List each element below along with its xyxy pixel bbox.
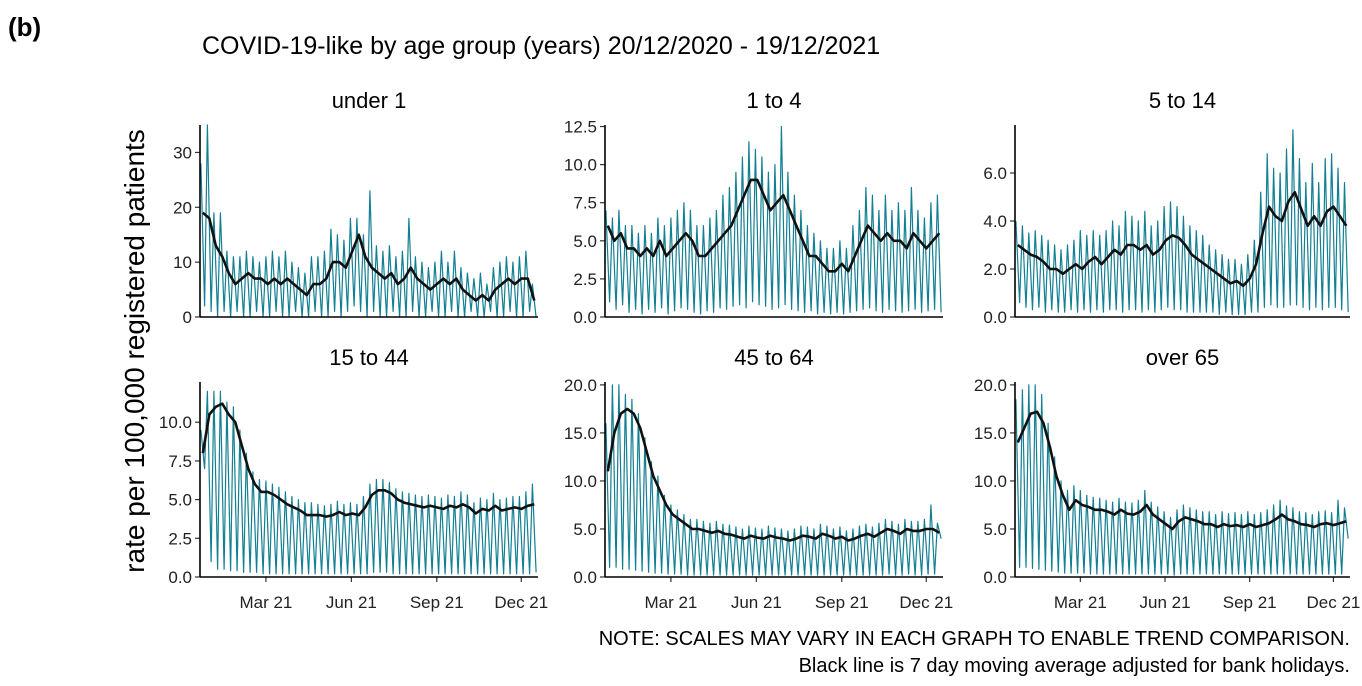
y-tick-label: 10.0 (564, 156, 597, 175)
x-tick-label: Jun 21 (1139, 593, 1190, 612)
y-tick-label: 2.5 (168, 529, 192, 548)
moving-average-line (201, 402, 535, 518)
daily-line (605, 384, 942, 576)
y-tick-label: 20 (173, 198, 192, 217)
x-tick-label: Mar 21 (1054, 593, 1107, 612)
y-tick-label: 0.0 (168, 568, 192, 587)
moving-average-line (201, 211, 536, 302)
y-tick-label: 6.0 (983, 164, 1007, 183)
y-tick-label: 15.0 (974, 424, 1007, 443)
y-tick-label: 7.5 (168, 452, 192, 471)
x-tick-label: Mar 21 (644, 593, 697, 612)
panel-title: over 65 (1146, 345, 1219, 370)
note: NOTE: SCALES MAY VARY IN EACH GRAPH TO E… (599, 628, 1350, 650)
panel-title: 15 to 44 (329, 345, 409, 370)
x-tick-label: Dec 21 (1306, 593, 1360, 612)
moving-average-line (1017, 190, 1348, 288)
moving-average-line (606, 407, 940, 542)
x-tick-label: Sep 21 (1223, 593, 1277, 612)
y-tick-label: 5.0 (983, 520, 1007, 539)
y-tick-label: 10 (173, 253, 192, 272)
x-tick-label: Dec 21 (494, 593, 548, 612)
daily-line (200, 124, 537, 318)
moving-average-line (606, 178, 941, 273)
y-tick-label: 20.0 (564, 376, 597, 395)
y-tick-label: 0 (183, 308, 192, 327)
y-tick-label: 20.0 (974, 376, 1007, 395)
y-tick-label: 0.0 (573, 568, 597, 587)
note: Black line is 7 day moving average adjus… (799, 655, 1350, 677)
x-tick-label: Mar 21 (239, 593, 292, 612)
panel-title: under 1 (332, 88, 407, 113)
y-tick-label: 5.0 (168, 491, 192, 510)
y-tick-label: 5.0 (573, 232, 597, 251)
y-tick-label: 10.0 (564, 472, 597, 491)
x-tick-label: Jun 21 (731, 593, 782, 612)
panel-title: 45 to 64 (734, 345, 814, 370)
y-axis-label: rate per 100,000 registered patients (119, 129, 150, 573)
x-tick-label: Dec 21 (899, 593, 953, 612)
y-tick-label: 0.0 (573, 308, 597, 327)
panel-label: (b) (8, 12, 41, 42)
chart-title: COVID-19-like by age group (years) 20/12… (202, 32, 880, 60)
y-tick-label: 10.0 (159, 413, 192, 432)
y-tick-label: 15.0 (564, 424, 597, 443)
x-tick-label: Sep 21 (815, 593, 869, 612)
moving-average-line (1016, 410, 1347, 531)
x-tick-label: Jun 21 (326, 593, 377, 612)
y-tick-label: 7.5 (573, 194, 597, 213)
daily-line (605, 125, 942, 315)
panel-title: 1 to 4 (746, 88, 801, 113)
daily-line (200, 390, 537, 575)
y-tick-label: 0.0 (983, 308, 1007, 327)
y-tick-label: 30 (173, 143, 192, 162)
y-tick-label: 2.5 (573, 270, 597, 289)
y-tick-label: 2.0 (983, 260, 1007, 279)
daily-line (1015, 129, 1349, 316)
y-tick-label: 0.0 (983, 568, 1007, 587)
panel-title: 5 to 14 (1149, 88, 1216, 113)
y-tick-label: 4.0 (983, 212, 1007, 231)
y-tick-label: 10.0 (974, 472, 1007, 491)
y-tick-label: 12.5 (564, 118, 597, 137)
x-tick-label: Sep 21 (410, 593, 464, 612)
y-tick-label: 5.0 (573, 520, 597, 539)
daily-line (1015, 384, 1349, 576)
